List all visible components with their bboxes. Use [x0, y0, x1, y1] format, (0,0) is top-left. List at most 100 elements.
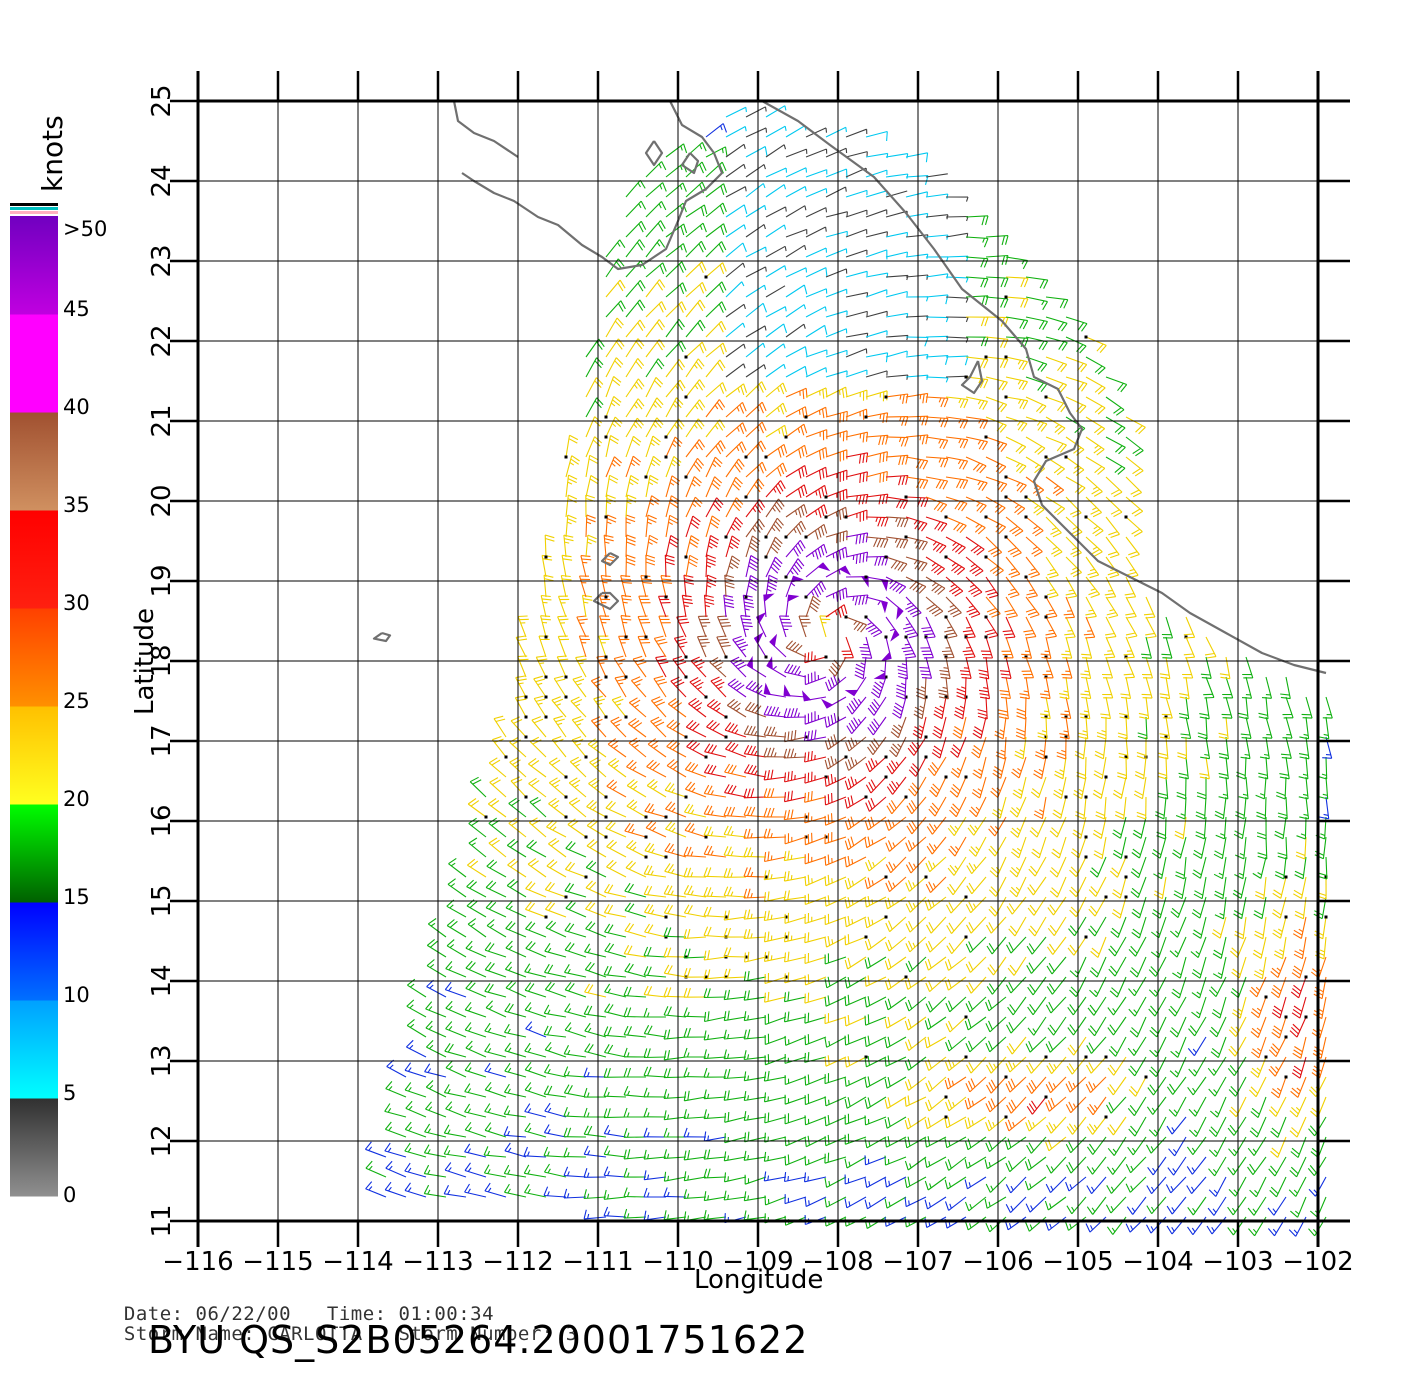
- wind-barb: [745, 401, 767, 418]
- wind-barb: [665, 801, 687, 818]
- wind-barb: [1044, 1196, 1067, 1211]
- rain-flag-marker: [564, 695, 568, 699]
- wind-barb: [966, 1056, 987, 1074]
- wind-barb: [623, 986, 647, 998]
- wind-barb: [643, 1210, 667, 1221]
- wind-barb: [865, 152, 889, 159]
- wind-barb: [423, 1164, 447, 1178]
- wind-barb: [585, 534, 597, 558]
- wind-barb: [805, 288, 828, 298]
- wind-barb: [685, 204, 708, 218]
- rain-flag-marker: [1024, 515, 1028, 519]
- wind-barb: [645, 220, 666, 238]
- wind-barb: [524, 1082, 547, 1098]
- wind-barb: [546, 819, 567, 838]
- coastline-segment: [644, 140, 664, 167]
- wind-barb: [723, 989, 747, 1001]
- wind-barb: [805, 466, 828, 480]
- wind-barb: [685, 341, 707, 358]
- wind-barb: [828, 656, 847, 677]
- rain-flag-marker: [924, 735, 928, 739]
- wind-barb: [1277, 836, 1288, 860]
- wind-barb: [1282, 696, 1294, 719]
- wind-barb: [705, 419, 726, 438]
- rain-flag-marker: [964, 375, 968, 379]
- wind-barb: [745, 478, 765, 498]
- rain-flag-marker: [964, 1015, 968, 1019]
- wind-barb: [805, 267, 828, 278]
- wind-barb: [925, 1076, 947, 1093]
- wind-barb: [924, 956, 947, 971]
- wind-barb: [844, 976, 867, 989]
- wind-barb: [945, 355, 969, 366]
- wind-barb: [1045, 576, 1059, 599]
- colorbar-segment: [10, 1098, 58, 1197]
- wind-barb: [1166, 1116, 1187, 1135]
- wind-barb: [1009, 876, 1027, 898]
- wind-barb: [1288, 1176, 1307, 1197]
- wind-barb: [1107, 996, 1127, 1016]
- wind-barb: [1234, 916, 1247, 940]
- wind-barb: [804, 853, 827, 865]
- wind-barb: [804, 671, 827, 686]
- wind-barb: [1271, 996, 1287, 1019]
- wind-barb: [845, 292, 869, 298]
- wind-barb: [785, 365, 808, 378]
- wind-barb: [1046, 1116, 1067, 1134]
- wind-barb: [625, 534, 636, 558]
- latitude-tick-label: 14: [147, 964, 177, 997]
- wind-barb: [405, 1100, 427, 1118]
- wind-barb: [385, 1160, 407, 1178]
- wind-barb: [925, 576, 946, 595]
- rain-flag-marker: [644, 835, 648, 839]
- wind-barb: [1125, 456, 1144, 477]
- wind-barb: [825, 186, 847, 198]
- wind-barb: [586, 819, 607, 838]
- wind-barb: [603, 1026, 627, 1038]
- wind-barb: [645, 161, 667, 178]
- wind-barb: [985, 536, 1003, 558]
- wind-barb: [524, 901, 547, 918]
- rain-flag-marker: [644, 815, 648, 819]
- wind-barb: [825, 211, 848, 218]
- wind-barb: [1112, 836, 1127, 859]
- wind-barb: [664, 782, 687, 798]
- wind-barb: [1125, 596, 1137, 619]
- coastline-segment: [600, 552, 620, 567]
- wind-barb: [404, 1062, 427, 1078]
- wind-barb: [743, 1091, 767, 1102]
- rain-flag-marker: [744, 455, 748, 459]
- wind-barb: [764, 1195, 787, 1206]
- wind-barb: [904, 1036, 927, 1052]
- wind-barb: [743, 725, 767, 738]
- colorbar-tick-label: 25: [63, 689, 90, 713]
- wind-barb: [1027, 976, 1047, 996]
- wind-barb: [905, 274, 929, 280]
- wind-barb: [1296, 816, 1307, 840]
- wind-barb: [952, 716, 967, 739]
- wind-barb: [945, 556, 966, 576]
- wind-barb: [804, 992, 827, 1004]
- wind-barb: [568, 777, 587, 798]
- wind-barb: [1108, 1036, 1127, 1057]
- wind-barb: [1093, 756, 1107, 780]
- wind-barb: [1238, 776, 1249, 800]
- wind-barb: [517, 615, 529, 638]
- wind-barb: [585, 377, 604, 398]
- wind-barb: [745, 246, 767, 258]
- wind-barb: [491, 735, 507, 758]
- wind-barb: [603, 1068, 627, 1078]
- wind-barb: [765, 536, 783, 558]
- wind-barb: [667, 698, 687, 718]
- wind-barb: [967, 816, 987, 836]
- wind-barb: [585, 901, 607, 918]
- wind-barb: [1053, 776, 1067, 799]
- rain-flag-marker: [724, 535, 728, 539]
- wind-barb: [945, 996, 967, 1013]
- wind-barb: [1025, 596, 1040, 619]
- wind-barb: [1073, 776, 1087, 800]
- rain-flag-marker: [644, 475, 648, 479]
- wind-barb: [551, 696, 567, 718]
- wind-barb: [783, 850, 807, 862]
